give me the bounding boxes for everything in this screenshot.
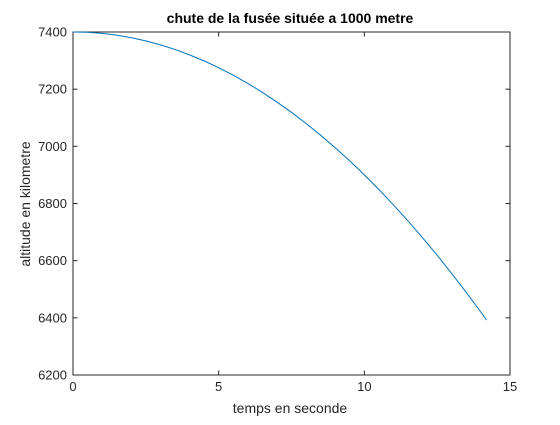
y-tick-label: 6800: [38, 196, 67, 211]
x-tick-label: 15: [503, 379, 517, 394]
x-tick-label: 5: [215, 379, 222, 394]
plot-area: [72, 31, 511, 376]
y-tick-label: 6400: [38, 310, 67, 325]
y-tick-label: 7400: [38, 25, 67, 40]
x-axis-ticks: 0 5 10 15: [69, 32, 517, 394]
y-tick-label: 7000: [38, 139, 67, 154]
series-line: [72, 31, 488, 321]
x-tick-label: 10: [357, 379, 371, 394]
y-tick-label: 6600: [38, 253, 67, 268]
x-tick-label: 0: [69, 379, 76, 394]
y-tick-label: 7200: [38, 82, 67, 97]
series-layer: [72, 31, 488, 321]
y-axis-ticks: 6200 6400 6600 6800 7000 7200 7400: [38, 25, 510, 383]
chart-title: chute de la fusée située a 1000 metre: [167, 10, 414, 26]
y-tick-label: 6200: [38, 368, 67, 383]
x-axis-label: temps en seconde: [233, 400, 348, 416]
y-axis-label: altitude en kilometre: [17, 141, 33, 267]
